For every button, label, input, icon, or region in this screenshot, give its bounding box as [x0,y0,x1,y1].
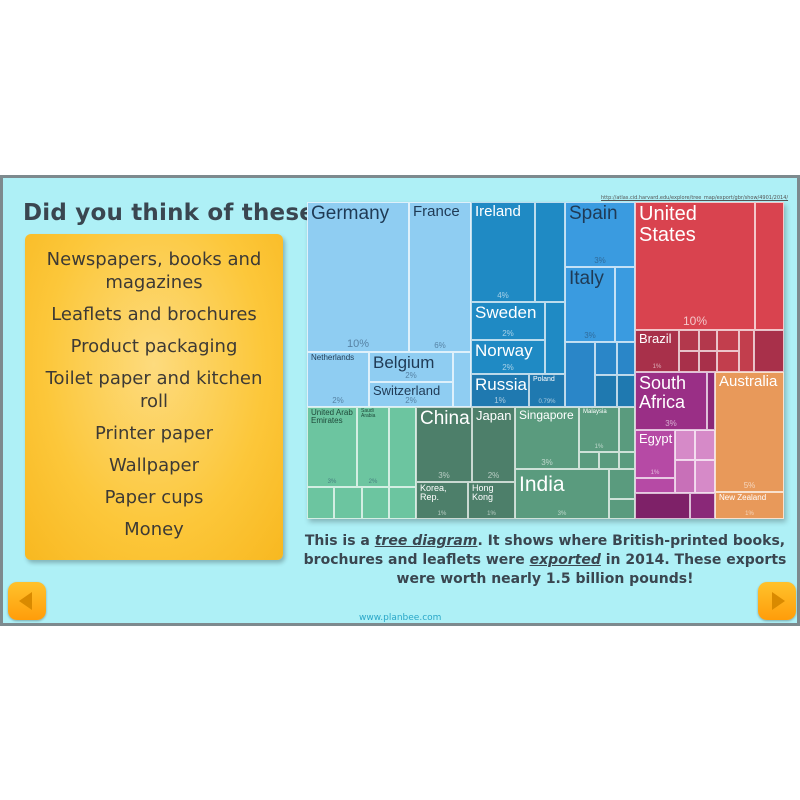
treemap-chart: Germany 10% France 6% Netherlands 2% Bel… [307,202,784,519]
tile-hong-kong: Hong Kong 1% [468,482,515,519]
tile-ireland: Ireland 4% [471,202,535,302]
list-item: Wallpaper [108,455,200,476]
tile-egypt: Egypt 1% [635,430,675,478]
tile-south-africa: South Africa 3% [635,372,707,430]
tile-other [565,342,595,407]
tile-other [755,202,784,330]
source-link[interactable]: http://atlas.cid.harvard.edu/explore/tre… [601,195,789,201]
tile-other [595,375,617,407]
tile-japan: Japan 2% [472,407,515,482]
tile-other [679,330,699,351]
tile-other [389,407,416,487]
tile-saudi-arabia: Saudi Arabia 2% [357,407,389,487]
list-item: Leaflets and brochures [51,304,257,325]
caption-text: in 2014. These exports were worth nearly… [396,552,787,587]
arrow-left-icon [19,592,32,610]
tile-other [579,452,599,469]
term-exported: exported [529,552,601,568]
tile-other [535,202,565,302]
tile-italy: Italy 3% [565,267,615,342]
tile-other [739,330,754,372]
tile-poland: Poland 0.79% [529,374,565,407]
tile-netherlands: Netherlands 2% [307,352,369,407]
examples-card: Newspapers, books and magazines Leaflets… [25,234,283,560]
examples-list: Newspapers, books and magazines Leaflets… [25,234,283,541]
tile-other [635,478,675,493]
tile-other [699,330,717,351]
next-slide-button[interactable] [758,582,796,620]
previous-slide-button[interactable] [8,582,46,620]
slide: Did you think of these? Newspapers, book… [0,175,800,626]
tile-other [609,499,635,519]
tile-other [707,372,715,430]
list-item: Printer paper [95,423,213,444]
footer-link[interactable]: www.planbee.com [359,613,442,623]
tile-india: India 3% [515,469,609,519]
tile-singapore: Singapore 3% [515,407,579,469]
tile-other [389,487,416,519]
tile-sweden: Sweden 2% [471,302,545,340]
tile-other [334,487,362,519]
tile-other [307,487,334,519]
list-item: Product packaging [70,336,238,357]
tile-other [695,430,715,460]
tile-united-states: United States 10% [635,202,755,330]
tile-other [617,375,635,407]
list-item: Toilet paper and kitchen roll [45,368,263,412]
list-item: Money [124,519,184,540]
tile-other [717,351,739,372]
tile-other [754,330,784,372]
tile-russia: Russia 1% [471,374,529,407]
tile-france: France 6% [409,202,471,352]
tile-other [595,342,617,375]
caption-text: . It shows where British-printed books, … [303,533,786,568]
tile-other [717,330,739,351]
list-item: Paper cups [104,487,204,508]
tile-other [545,302,565,374]
tile-australia: Australia 5% [715,372,784,492]
tile-other [635,493,690,519]
tile-other [609,469,635,499]
tile-other-europe [453,352,471,407]
tile-other [699,351,717,372]
tile-other [675,460,695,493]
tile-other [619,452,635,469]
diagram-caption: This is a tree diagram. It shows where B… [299,532,791,589]
tile-malaysia: Malaysia 1% [579,407,619,452]
tile-germany: Germany 10% [307,202,409,352]
tile-other [690,493,715,519]
tile-spain: Spain 3% [565,202,635,267]
tile-other [615,267,635,342]
tile-belgium: Belgium 2% [369,352,453,382]
tile-brazil: Brazil 1% [635,330,679,372]
tile-other [617,342,635,375]
tile-united-arab-emirates: United Arab Emirates 3% [307,407,357,487]
tile-new-zealand: New Zealand 1% [715,492,784,519]
tile-other [599,452,619,469]
tile-korea-rep: Korea, Rep. 1% [416,482,468,519]
tile-norway: Norway 2% [471,340,545,374]
tile-other [679,351,699,372]
tile-switzerland: Switzerland 2% [369,382,453,407]
term-tree-diagram: tree diagram [374,533,478,549]
tile-other [619,407,635,452]
tile-other [362,487,389,519]
list-item: Newspapers, books and magazines [46,249,262,293]
slide-title: Did you think of these? [23,200,329,226]
tile-china: China 3% [416,407,472,482]
caption-text: This is a [304,533,375,549]
arrow-right-icon [772,592,785,610]
tile-other [675,430,695,460]
tile-other [695,460,715,493]
